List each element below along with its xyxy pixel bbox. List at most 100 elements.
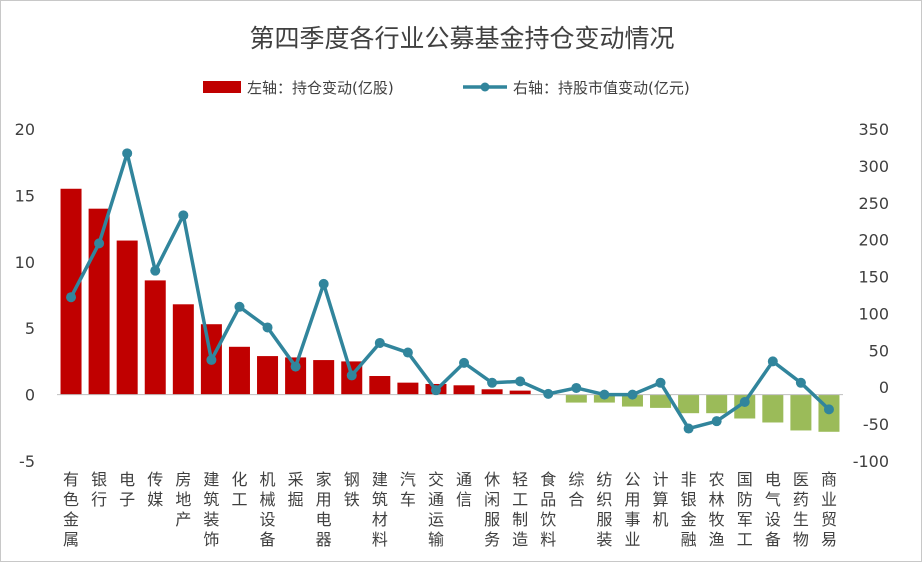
bar <box>762 394 784 423</box>
line-point <box>459 357 470 368</box>
right-axis-tick-label: 100 <box>858 304 889 323</box>
legend-line-label: 右轴：持股市值变动(亿元) <box>513 79 690 97</box>
x-axis-label: 公用事业 <box>624 470 640 549</box>
line-point <box>823 404 834 415</box>
bar-series <box>60 188 840 432</box>
right-axis-tick-label: 150 <box>858 268 889 287</box>
line-point <box>318 278 329 289</box>
x-axis-label: 计算机 <box>653 470 669 529</box>
bar <box>678 394 700 414</box>
line-point <box>178 210 189 221</box>
line-point <box>94 238 105 249</box>
x-axis-label: 传媒 <box>147 470 163 509</box>
legend-line-marker <box>480 82 490 92</box>
x-axis-label: 医药生物 <box>793 470 809 549</box>
bar <box>509 390 531 395</box>
legend-bar-label: 左轴：持仓变动(亿股) <box>247 79 394 97</box>
legend-bar-swatch <box>203 81 241 93</box>
bar <box>397 382 419 395</box>
x-axis-label: 综合 <box>568 470 584 509</box>
x-axis-label: 电子 <box>119 470 135 509</box>
line-point <box>290 361 301 372</box>
x-axis-label: 汽车 <box>400 470 416 509</box>
line-point <box>374 337 385 348</box>
right-axis-tick-label: 350 <box>858 120 889 139</box>
bar <box>453 385 475 395</box>
bar <box>790 394 812 431</box>
left-axis-tick-label: -5 <box>19 452 35 471</box>
right-axis: -100 -50 0 50 100 150 200 250 300 350 <box>853 120 889 471</box>
x-axis-label: 建筑装饰 <box>203 470 219 549</box>
bar <box>706 394 728 414</box>
left-axis: -5 0 5 10 15 20 <box>15 120 35 471</box>
right-axis-tick-label: 300 <box>858 157 889 176</box>
x-axis-label: 纺织服装 <box>596 470 612 549</box>
left-axis-tick-label: 5 <box>25 319 35 338</box>
bar <box>621 394 643 407</box>
right-axis-tick-label: 200 <box>858 231 889 250</box>
line-point <box>767 356 778 367</box>
x-axis-label: 房地产 <box>175 470 191 529</box>
x-axis-label: 化工 <box>231 470 247 509</box>
x-axis-label: 农林牧渔 <box>709 470 725 549</box>
bar <box>565 394 587 403</box>
line-point <box>599 389 610 400</box>
x-axis-label: 采掘 <box>288 470 304 509</box>
right-axis-tick-label: 50 <box>869 341 889 360</box>
legend: 左轴：持仓变动(亿股) 右轴：持股市值变动(亿元) <box>203 79 690 97</box>
line-point <box>515 376 526 387</box>
line-point <box>711 416 722 427</box>
line-point <box>627 389 638 400</box>
bar <box>285 357 307 395</box>
right-axis-tick-label: 250 <box>858 194 889 213</box>
line-point <box>262 322 273 333</box>
left-axis-tick-label: 0 <box>25 386 35 405</box>
bar <box>650 394 672 408</box>
line-point <box>402 347 413 358</box>
left-axis-tick-label: 15 <box>15 186 35 205</box>
x-axis-label: 非银金融 <box>681 470 697 549</box>
line-series <box>66 148 834 434</box>
line-point <box>430 385 441 396</box>
x-axis-label: 国防军工 <box>737 470 753 549</box>
line-point <box>346 370 357 381</box>
line-point <box>571 382 582 393</box>
line-point <box>66 292 77 303</box>
bar <box>88 208 110 395</box>
bar <box>144 280 166 395</box>
bar <box>116 240 138 395</box>
series-line <box>69 151 831 431</box>
x-axis-label: 银行 <box>91 470 107 509</box>
x-axis-label: 轻工制造 <box>512 470 528 549</box>
line-point <box>543 388 554 399</box>
x-axis-label: 钢铁 <box>344 470 360 509</box>
line-point <box>150 265 161 276</box>
line-point <box>234 301 245 312</box>
left-axis-tick-label: 10 <box>15 253 35 272</box>
x-axis-label: 交通运输 <box>428 470 444 549</box>
x-axis-labels: 有色金属银行电子传媒房地产建筑装饰化工机械设备采掘家用电器钢铁建筑材料汽车交通运… <box>63 470 837 549</box>
line-point <box>122 148 133 159</box>
x-axis-label: 食品饮料 <box>540 470 556 549</box>
bar <box>257 356 279 395</box>
right-axis-tick-label: -100 <box>853 452 889 471</box>
line-point <box>795 377 806 388</box>
line-point <box>683 423 694 434</box>
line-point <box>655 377 666 388</box>
bar <box>313 360 335 395</box>
bar <box>481 389 503 395</box>
left-axis-tick-label: 20 <box>15 120 35 139</box>
x-axis-label: 休闲服务 <box>484 470 500 549</box>
right-axis-tick-label: 0 <box>879 378 889 397</box>
line-point <box>487 377 498 388</box>
bar <box>228 346 250 395</box>
x-axis-label: 有色金属 <box>63 470 79 549</box>
x-axis-label: 电气设备 <box>765 470 781 549</box>
line-point <box>206 354 217 365</box>
x-axis-label: 商业贸易 <box>821 470 837 549</box>
line-point <box>739 396 750 407</box>
x-axis-label: 机械设备 <box>260 470 276 549</box>
bar <box>172 304 194 395</box>
